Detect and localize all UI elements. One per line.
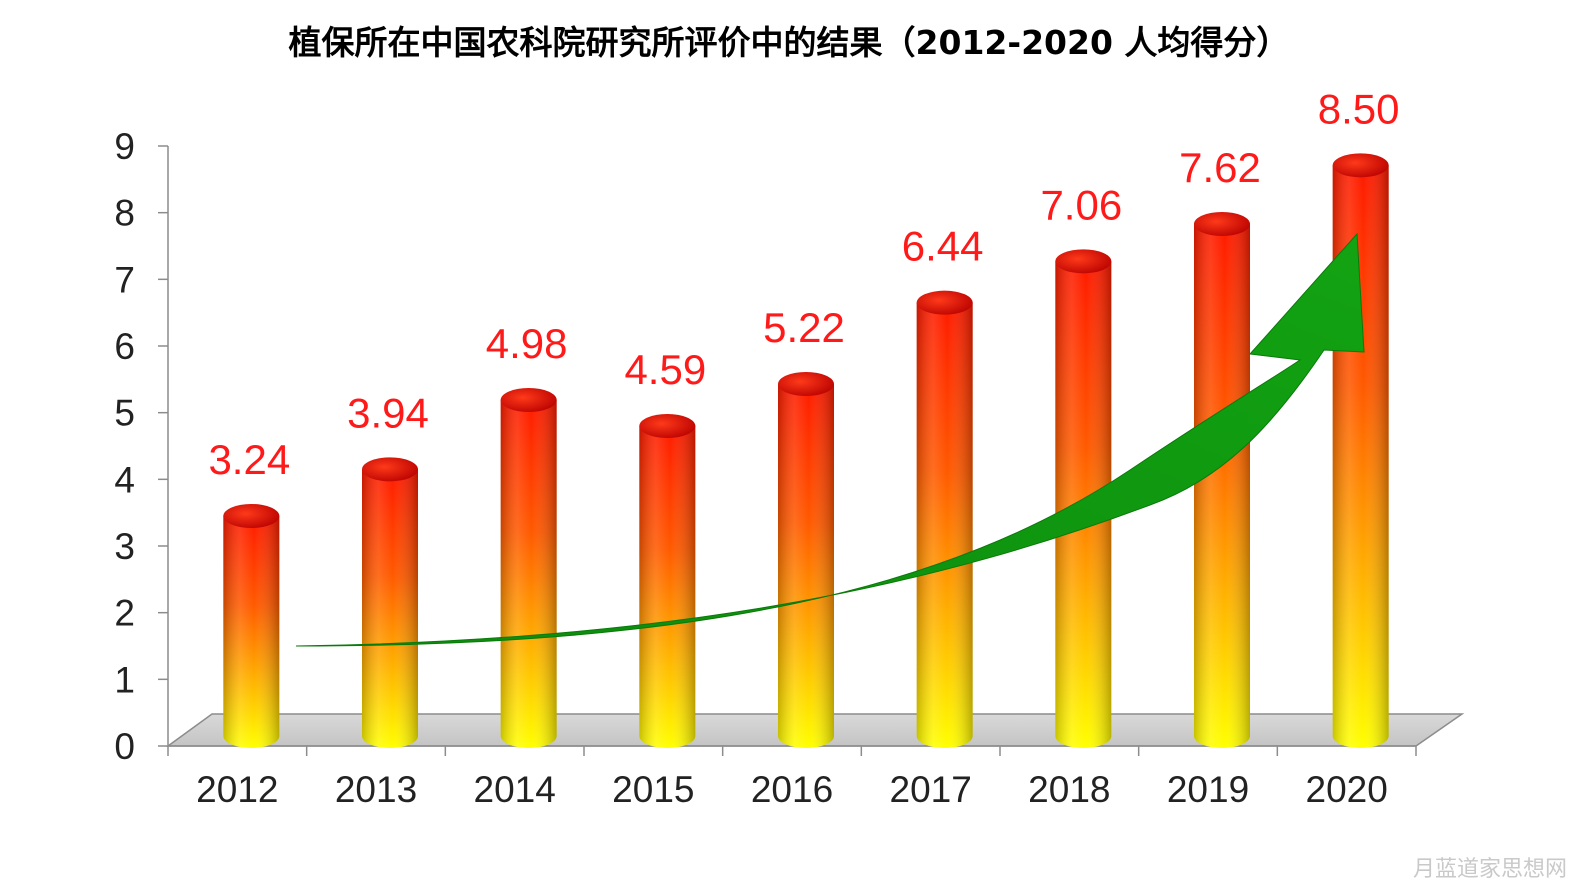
x-tick-label: 2020	[1306, 769, 1388, 810]
bar-cap	[500, 388, 557, 412]
trend-arrow	[295, 232, 1365, 647]
data-label: 5.22	[763, 304, 845, 351]
bar	[500, 388, 557, 748]
x-tick-label: 2014	[474, 769, 556, 810]
data-label: 4.59	[624, 346, 706, 393]
chart-title: 植保所在中国农科院研究所评价中的结果（2012-2020 人均得分）	[289, 23, 1290, 62]
y-tick-label: 0	[114, 726, 135, 767]
bar	[916, 290, 973, 748]
bar	[1332, 153, 1389, 749]
y-tick-label: 8	[114, 193, 135, 234]
x-tick-label: 2017	[890, 769, 972, 810]
bar-cap	[1194, 212, 1250, 236]
x-tick-label: 2013	[335, 769, 417, 810]
y-axis-ticks: 0 1 2 3 4 5 6 7 8 9	[114, 126, 168, 767]
bar-shading	[362, 469, 418, 748]
x-tick-label: 2012	[196, 769, 278, 810]
data-label: 4.98	[486, 320, 568, 367]
data-label: 7.62	[1179, 144, 1261, 191]
y-tick-label: 9	[114, 126, 135, 167]
bar	[1194, 212, 1250, 748]
bar-shading	[223, 516, 280, 748]
watermark: 月蓝道家思想网	[1412, 857, 1567, 882]
bar	[639, 414, 696, 748]
data-label: 7.06	[1040, 181, 1122, 228]
data-label: 6.44	[902, 223, 984, 270]
data-label: 3.24	[208, 436, 290, 483]
x-tick-label: 2019	[1167, 769, 1249, 810]
x-axis-ticks: 2012 2013 2014 2015 2016 2017 2018 2019 2020	[167, 746, 1417, 810]
y-tick-label: 6	[114, 326, 135, 367]
bar-cap	[223, 504, 280, 528]
bar	[778, 372, 834, 748]
y-tick-label: 3	[114, 526, 135, 567]
bar-shading	[778, 384, 834, 748]
bar-cap	[362, 457, 418, 482]
bar-shading	[639, 426, 696, 748]
y-tick-label: 1	[114, 659, 135, 700]
bar-shading	[500, 400, 557, 748]
bar-cap	[639, 414, 696, 438]
y-tick-label: 2	[114, 593, 135, 634]
bar-cap	[1332, 153, 1389, 178]
data-labels: 3.24 3.94 4.98 4.59 5.22 6.44 7.06 7.62 8.50	[208, 85, 1399, 483]
bar-cap	[1055, 249, 1112, 274]
bar-shading	[916, 302, 973, 748]
y-tick-label: 4	[114, 459, 135, 500]
bar	[362, 457, 418, 748]
x-tick-label: 2015	[612, 769, 694, 810]
data-label: 3.94	[347, 389, 429, 436]
bar-cap	[916, 290, 973, 315]
y-tick-label: 5	[114, 393, 135, 434]
bar-cap	[778, 372, 834, 396]
y-tick-label: 7	[114, 259, 135, 300]
x-tick-label: 2016	[751, 769, 833, 810]
bar-shading	[1194, 224, 1250, 748]
data-label: 8.50	[1318, 85, 1400, 132]
x-tick-label: 2018	[1028, 769, 1110, 810]
bar-series	[223, 153, 1389, 749]
bar	[223, 504, 280, 748]
